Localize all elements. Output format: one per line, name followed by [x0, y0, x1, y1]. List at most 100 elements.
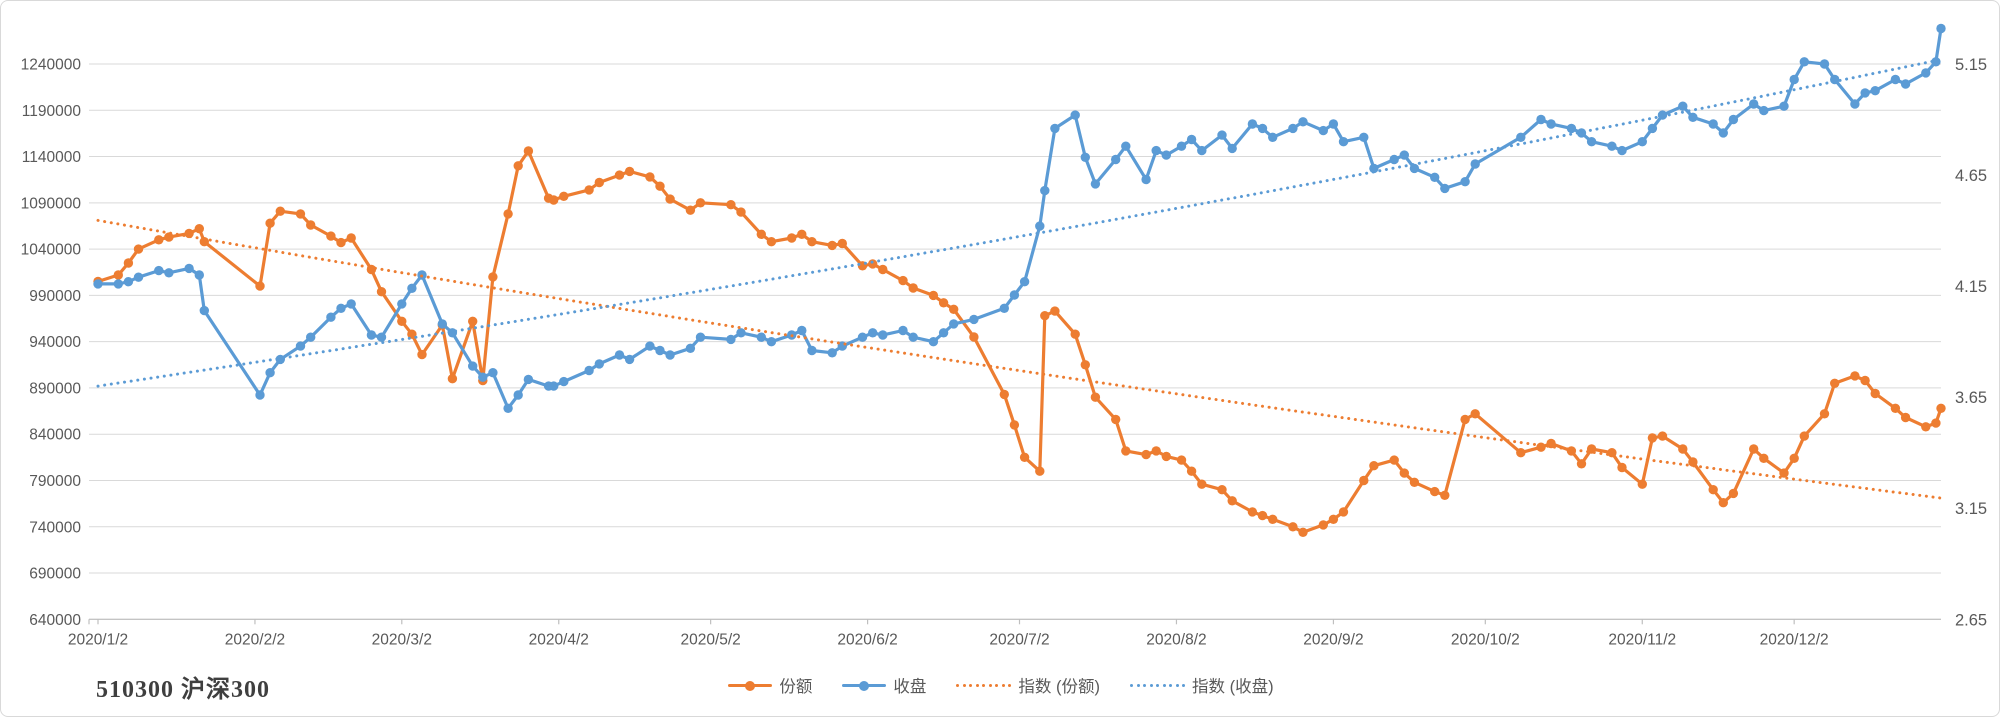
data-point-marker[interactable] — [1890, 403, 1901, 413]
data-point-marker[interactable] — [1536, 114, 1546, 125]
data-point-marker[interactable] — [1247, 507, 1258, 517]
data-point-marker[interactable] — [1197, 145, 1207, 156]
data-point-marker[interactable] — [164, 232, 174, 242]
data-point-marker[interactable] — [1936, 403, 1946, 413]
data-point-marker[interactable] — [503, 403, 513, 413]
data-point-marker[interactable] — [559, 376, 569, 387]
data-point-marker[interactable] — [1870, 86, 1880, 96]
data-point-marker[interactable] — [1009, 420, 1020, 430]
data-point-marker[interactable] — [1257, 510, 1268, 521]
data-point-marker[interactable] — [1830, 74, 1840, 85]
data-point-marker[interactable] — [1288, 522, 1298, 532]
data-point-marker[interactable] — [584, 365, 594, 376]
data-point-marker[interactable] — [1688, 457, 1698, 467]
data-point-marker[interactable] — [1389, 154, 1399, 165]
data-point-marker[interactable] — [685, 343, 696, 353]
data-point-marker[interactable] — [1637, 479, 1648, 489]
data-point-marker[interactable] — [938, 328, 949, 338]
data-point-marker[interactable] — [1759, 453, 1769, 463]
data-point-marker[interactable] — [184, 263, 194, 274]
legend-item-0[interactable]: 份额 — [728, 673, 812, 697]
data-point-marker[interactable] — [164, 268, 174, 278]
data-point-marker[interactable] — [908, 283, 918, 293]
data-point-marker[interactable] — [1298, 117, 1308, 127]
data-point-marker[interactable] — [346, 299, 356, 309]
data-point-marker[interactable] — [1090, 179, 1101, 189]
data-point-marker[interactable] — [366, 330, 377, 340]
data-point-marker[interactable] — [1516, 448, 1526, 458]
data-point-marker[interactable] — [407, 329, 417, 339]
data-point-marker[interactable] — [878, 330, 888, 340]
data-point-marker[interactable] — [949, 304, 959, 314]
data-point-marker[interactable] — [1161, 451, 1172, 462]
data-point-marker[interactable] — [1860, 88, 1870, 98]
data-point-marker[interactable] — [1819, 59, 1830, 69]
data-point-marker[interactable] — [726, 200, 736, 210]
data-point-marker[interactable] — [1338, 507, 1349, 517]
data-point-marker[interactable] — [1186, 466, 1197, 476]
data-point-marker[interactable] — [1470, 409, 1480, 419]
data-point-marker[interactable] — [868, 259, 878, 269]
data-point-marker[interactable] — [1440, 490, 1450, 500]
data-point-marker[interactable] — [447, 374, 458, 384]
data-point-marker[interactable] — [807, 345, 817, 356]
data-point-marker[interactable] — [624, 166, 635, 177]
data-point-marker[interactable] — [1749, 99, 1759, 109]
data-point-marker[interactable] — [1799, 431, 1810, 441]
data-point-marker[interactable] — [1389, 455, 1399, 465]
data-point-marker[interactable] — [1197, 479, 1207, 489]
data-point-marker[interactable] — [1546, 119, 1556, 129]
data-point-marker[interactable] — [1288, 123, 1298, 134]
data-point-marker[interactable] — [1369, 461, 1379, 471]
data-point-marker[interactable] — [1050, 306, 1060, 316]
data-point-marker[interactable] — [407, 283, 417, 293]
data-point-marker[interactable] — [468, 316, 478, 326]
data-point-marker[interactable] — [1121, 141, 1131, 151]
data-point-marker[interactable] — [1749, 444, 1759, 454]
trendline-series-2[interactable] — [96, 218, 1943, 500]
data-point-marker[interactable] — [1921, 68, 1931, 78]
data-point-marker[interactable] — [93, 279, 103, 289]
data-point-marker[interactable] — [397, 316, 407, 326]
data-point-marker[interactable] — [614, 170, 625, 180]
data-point-marker[interactable] — [488, 272, 498, 282]
data-point-marker[interactable] — [1111, 414, 1121, 425]
data-point-marker[interactable] — [488, 368, 498, 378]
data-point-marker[interactable] — [154, 265, 164, 276]
data-point-marker[interactable] — [1359, 475, 1369, 486]
data-point-marker[interactable] — [1070, 329, 1080, 339]
data-point-marker[interactable] — [275, 206, 285, 216]
data-point-marker[interactable] — [1779, 468, 1789, 478]
data-point-marker[interactable] — [1328, 514, 1339, 524]
data-point-marker[interactable] — [1227, 496, 1237, 506]
data-point-marker[interactable] — [584, 185, 594, 195]
legend-item-2[interactable]: 指数 (份额) — [956, 673, 1100, 697]
data-point-marker[interactable] — [1247, 119, 1258, 129]
data-point-marker[interactable] — [807, 237, 817, 247]
data-point-marker[interactable] — [685, 205, 696, 215]
data-point-marker[interactable] — [306, 332, 316, 342]
data-point-marker[interactable] — [949, 319, 959, 329]
data-point-marker[interactable] — [255, 390, 265, 400]
data-point-marker[interactable] — [1576, 459, 1587, 469]
data-point-marker[interactable] — [549, 195, 559, 205]
data-point-marker[interactable] — [503, 209, 513, 219]
data-point-marker[interactable] — [1268, 132, 1278, 142]
data-point-marker[interactable] — [928, 290, 939, 301]
data-point-marker[interactable] — [376, 287, 387, 297]
data-point-marker[interactable] — [1536, 442, 1546, 452]
data-point-marker[interactable] — [1035, 221, 1045, 231]
data-point-marker[interactable] — [1870, 388, 1880, 399]
data-point-marker[interactable] — [878, 264, 888, 275]
data-point-marker[interactable] — [133, 244, 144, 254]
data-point-marker[interactable] — [1090, 392, 1101, 402]
data-point-marker[interactable] — [898, 325, 908, 336]
data-point-marker[interactable] — [1647, 123, 1658, 134]
data-point-marker[interactable] — [695, 332, 706, 342]
data-point-marker[interactable] — [1430, 486, 1440, 497]
data-point-marker[interactable] — [199, 237, 209, 247]
data-point-marker[interactable] — [1040, 185, 1050, 196]
data-point-marker[interactable] — [1161, 150, 1172, 160]
data-point-marker[interactable] — [113, 270, 124, 280]
data-point-marker[interactable] — [1900, 79, 1911, 89]
